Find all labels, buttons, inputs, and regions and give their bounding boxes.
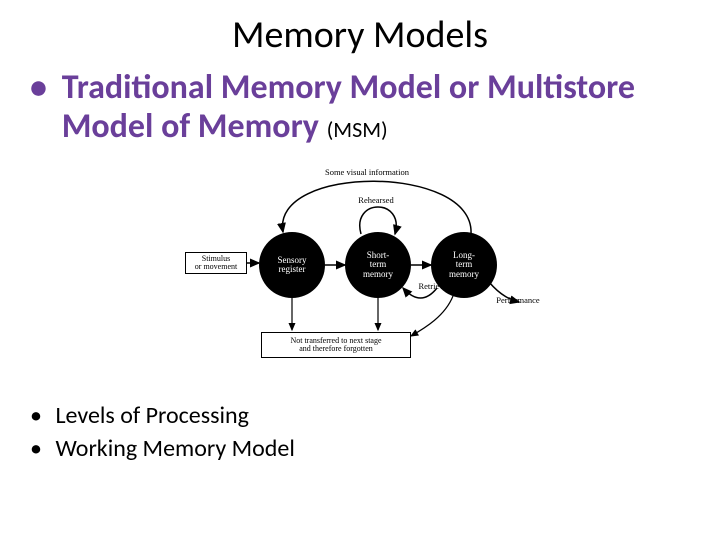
- node-stimulus-label: Stimulusor movement: [195, 255, 237, 272]
- bullet-primary-suffix: (MSM): [327, 116, 388, 143]
- node-stm-label: Short-termmemory: [363, 251, 393, 279]
- bullet-secondary-0: Levels of Processing: [55, 401, 249, 430]
- node-sensory: Sensoryregister: [259, 232, 325, 298]
- label-rehearsed: Rehearsed: [351, 196, 401, 205]
- bullet-dot: •: [30, 68, 54, 107]
- bullets-secondary: • Levels of Processing • Working Memory …: [30, 400, 690, 466]
- node-stimulus: Stimulusor movement: [185, 252, 247, 274]
- bullet-primary: • Traditional Memory Model or Multistore…: [30, 68, 690, 146]
- node-sensory-label: Sensoryregister: [278, 256, 307, 275]
- bullet-secondary-1: Working Memory Model: [55, 434, 294, 463]
- msm-diagram: Stimulusor movement Not transferred to n…: [175, 160, 545, 370]
- bullet-row: • Working Memory Model: [30, 433, 690, 464]
- bullet-dot: •: [30, 433, 50, 464]
- label-retrieved: Retrieved: [411, 282, 459, 291]
- bullet-dot: •: [30, 400, 50, 431]
- label-performance: Performance: [493, 296, 543, 305]
- label-some-visual: Some visual information: [307, 168, 427, 177]
- slide: Memory Models • Traditional Memory Model…: [0, 0, 720, 540]
- slide-title: Memory Models: [0, 12, 720, 58]
- node-forgotten-label: Not transferred to next stageand therefo…: [290, 337, 381, 354]
- bullet-row: • Levels of Processing: [30, 400, 690, 431]
- bullet-primary-text: Traditional Memory Model or Multistore M…: [62, 68, 682, 146]
- node-ltm-label: Long-termmemory: [449, 251, 479, 279]
- node-stm: Short-termmemory: [345, 232, 411, 298]
- node-forgotten: Not transferred to next stageand therefo…: [261, 332, 411, 358]
